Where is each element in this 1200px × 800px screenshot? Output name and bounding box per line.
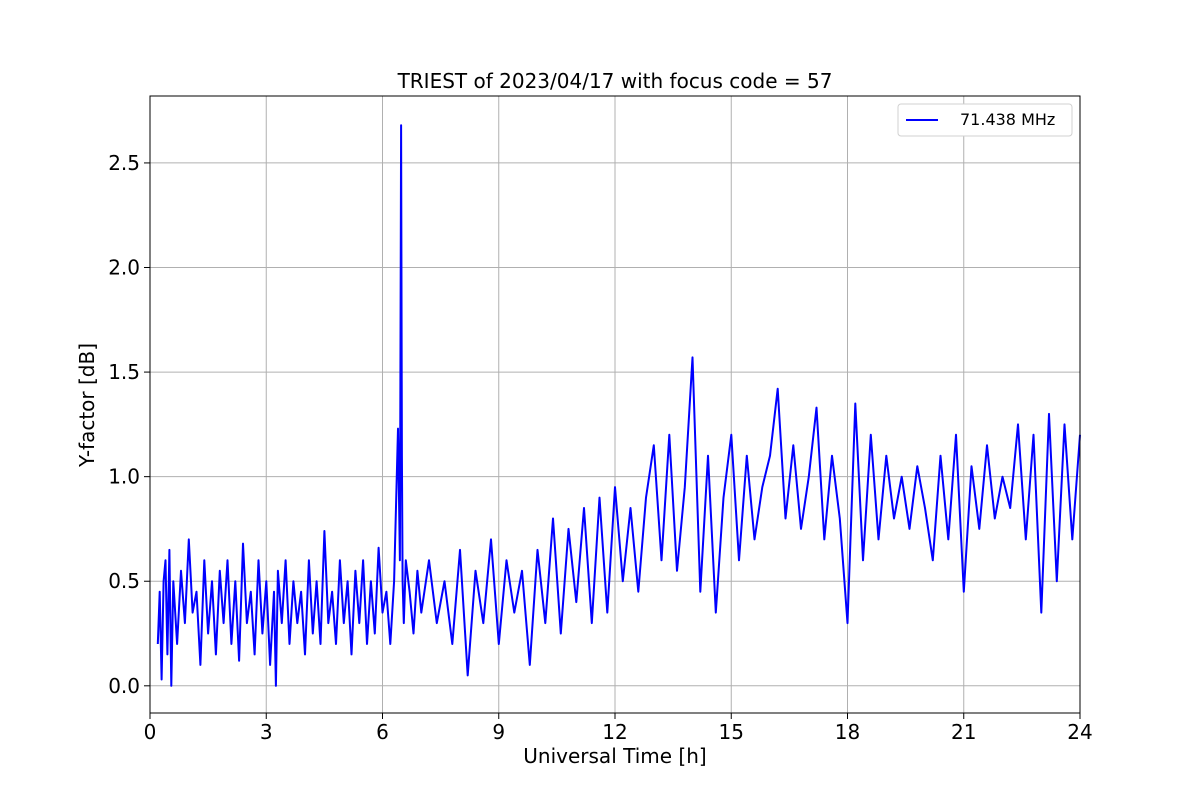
y-tick-label: 0.0 xyxy=(108,674,140,698)
y-tick-label: 1.0 xyxy=(108,465,140,489)
x-tick-label: 21 xyxy=(951,720,976,744)
x-tick-label: 24 xyxy=(1067,720,1092,744)
y-tick-label: 0.5 xyxy=(108,569,140,593)
x-axis-ticks: 0 3 6 9 12 15 18 21 24 xyxy=(144,713,1093,744)
y-tick-label: 2.5 xyxy=(108,151,140,175)
x-tick-label: 6 xyxy=(376,720,389,744)
x-tick-label: 3 xyxy=(260,720,273,744)
legend-box xyxy=(897,103,1073,137)
x-tick-label: 18 xyxy=(835,720,860,744)
y-axis-ticks: 0.0 0.5 1.0 1.5 2.0 2.5 xyxy=(108,151,150,698)
x-tick-label: 0 xyxy=(144,720,157,744)
x-tick-label: 9 xyxy=(492,720,505,744)
chart-title: TRIEST of 2023/04/17 with focus code = 5… xyxy=(397,69,833,93)
y-axis-label: Y-factor [dB] xyxy=(75,343,99,468)
y-tick-label: 1.5 xyxy=(108,360,140,384)
series-group xyxy=(156,124,1081,687)
y-tick-label: 2.0 xyxy=(108,256,140,280)
legend-label: 71.438 MHz xyxy=(960,110,1055,129)
x-tick-label: 12 xyxy=(602,720,627,744)
legend: 71.438 MHz xyxy=(897,103,1073,137)
series-line xyxy=(156,124,1081,687)
x-tick-label: 15 xyxy=(719,720,744,744)
x-axis-label: Universal Time [h] xyxy=(523,744,706,768)
